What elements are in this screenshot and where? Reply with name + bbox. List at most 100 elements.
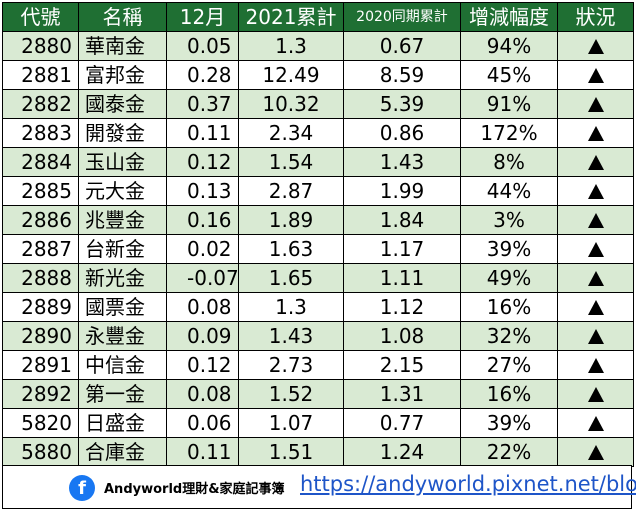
cell-status [557,321,634,351]
cell-code: 2883 [2,118,79,148]
cell-status [557,60,634,90]
up-triangle-icon [587,126,604,141]
cell-change: 91% [460,89,558,119]
table-row: 2891 中信金 0.12 2.73 2.15 27% [2,350,634,380]
up-triangle-icon [587,445,604,460]
up-triangle-icon [587,358,604,373]
up-triangle-icon [587,271,604,286]
table-row: 2889 國票金 0.08 1.3 1.12 16% [2,292,634,322]
cell-ytd-2020: 1.31 [343,379,461,409]
facebook-icon[interactable]: f [69,475,95,501]
cell-ytd-2020: 1.43 [343,147,461,177]
cell-ytd-2021: 1.07 [238,408,344,438]
blog-url-link[interactable]: https://andyworld.pixnet.net/blog [300,472,636,496]
cell-code: 2890 [2,321,79,351]
cell-change: 22% [460,437,558,467]
cell-ytd-2021: 1.51 [238,437,344,467]
cell-ytd-2021: 1.3 [238,292,344,322]
cell-code: 5820 [2,408,79,438]
cell-code: 2886 [2,205,79,235]
cell-ytd-2021: 12.49 [238,60,344,90]
cell-ytd-2020: 1.84 [343,205,461,235]
cell-change: 44% [460,176,558,206]
cell-name: 華南金 [78,31,167,61]
cell-status [557,263,634,293]
cell-code: 2889 [2,292,79,322]
cell-month: 0.06 [166,408,239,438]
cell-month: 0.37 [166,89,239,119]
cell-ytd-2020: 8.59 [343,60,461,90]
cell-month: 0.16 [166,205,239,235]
cell-name: 國票金 [78,292,167,322]
cell-status [557,234,634,264]
cell-change: 45% [460,60,558,90]
up-triangle-icon [587,97,604,112]
table-row: 2885 元大金 0.13 2.87 1.99 44% [2,176,634,206]
cell-change: 3% [460,205,558,235]
table-body: 2880 華南金 0.05 1.3 0.67 94% 2881 富邦金 0.28 12.49 8.5… [2,31,634,467]
cell-code: 2888 [2,263,79,293]
cell-ytd-2021: 1.43 [238,321,344,351]
up-triangle-icon [587,300,604,315]
table-row: 2887 台新金 0.02 1.63 1.17 39% [2,234,634,264]
cell-name: 日盛金 [78,408,167,438]
cell-change: 172% [460,118,558,148]
cell-ytd-2021: 10.32 [238,89,344,119]
cell-ytd-2020: 1.24 [343,437,461,467]
cell-month: 0.11 [166,437,239,467]
cell-change: 39% [460,408,558,438]
header-name: 名稱 [78,2,167,32]
header-row: 代號 名稱 12月 2021累計 2020同期累計 增減幅度 狀況 [2,2,634,32]
cell-month: 0.11 [166,118,239,148]
cell-status [557,118,634,148]
cell-month: -0.07 [166,263,239,293]
table-row: 2888 新光金 -0.07 1.65 1.11 49% [2,263,634,293]
cell-name: 玉山金 [78,147,167,177]
table-row: 2882 國泰金 0.37 10.32 5.39 91% [2,89,634,119]
table-row: 2892 第一金 0.08 1.52 1.31 16% [2,379,634,409]
cell-change: 32% [460,321,558,351]
cell-month: 0.09 [166,321,239,351]
cell-code: 2892 [2,379,79,409]
table-row: 2881 富邦金 0.28 12.49 8.59 45% [2,60,634,90]
cell-month: 0.12 [166,147,239,177]
cell-ytd-2020: 5.39 [343,89,461,119]
up-triangle-icon [587,242,604,257]
cell-status [557,350,634,380]
up-triangle-icon [587,155,604,170]
cell-ytd-2021: 1.3 [238,31,344,61]
up-triangle-icon [587,184,604,199]
cell-code: 5880 [2,437,79,467]
cell-ytd-2021: 1.52 [238,379,344,409]
header-ytd-2021: 2021累計 [238,2,344,32]
header-status: 狀況 [557,2,634,32]
cell-change: 8% [460,147,558,177]
cell-month: 0.08 [166,379,239,409]
cell-ytd-2020: 0.77 [343,408,461,438]
cell-status [557,89,634,119]
cell-change: 94% [460,31,558,61]
cell-name: 第一金 [78,379,167,409]
cell-name: 合庫金 [78,437,167,467]
table-row: 2883 開發金 0.11 2.34 0.86 172% [2,118,634,148]
cell-ytd-2021: 1.54 [238,147,344,177]
cell-ytd-2020: 1.99 [343,176,461,206]
cell-status [557,292,634,322]
cell-status [557,437,634,467]
cell-change: 49% [460,263,558,293]
up-triangle-icon [587,68,604,83]
up-triangle-icon [587,39,604,54]
cell-ytd-2021: 1.65 [238,263,344,293]
header-month: 12月 [166,2,239,32]
cell-code: 2887 [2,234,79,264]
cell-ytd-2020: 1.11 [343,263,461,293]
up-triangle-icon [587,387,604,402]
table-row: 5820 日盛金 0.06 1.07 0.77 39% [2,408,634,438]
cell-change: 16% [460,379,558,409]
cell-change: 16% [460,292,558,322]
cell-ytd-2020: 1.17 [343,234,461,264]
cell-change: 27% [460,350,558,380]
cell-status [557,176,634,206]
table-row: 2884 玉山金 0.12 1.54 1.43 8% [2,147,634,177]
